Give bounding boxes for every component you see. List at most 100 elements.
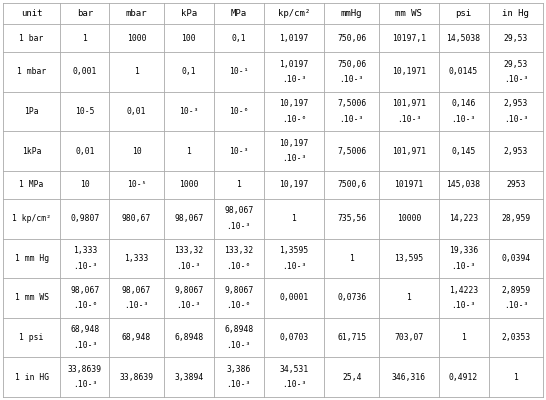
Text: 9,8067: 9,8067 (174, 286, 204, 294)
Text: 1000: 1000 (127, 34, 146, 42)
Text: 1: 1 (349, 254, 354, 263)
Text: 0,0001: 0,0001 (280, 294, 308, 302)
Text: 1: 1 (461, 333, 466, 342)
Text: in Hg: in Hg (502, 9, 529, 18)
Text: 10,197: 10,197 (280, 99, 308, 108)
Text: 3,3894: 3,3894 (174, 372, 204, 382)
Text: .10-³: .10-³ (452, 301, 476, 310)
Text: 0,01: 0,01 (75, 146, 94, 156)
Text: .10-³: .10-³ (282, 154, 306, 164)
Text: 0,0394: 0,0394 (501, 254, 531, 263)
Text: 346,316: 346,316 (392, 372, 426, 382)
Text: 1 bar: 1 bar (20, 34, 44, 42)
Text: 703,07: 703,07 (394, 333, 424, 342)
Text: 1: 1 (513, 372, 518, 382)
Text: 2,8959: 2,8959 (501, 286, 531, 294)
Text: 13,595: 13,595 (394, 254, 424, 263)
Text: 10-5: 10-5 (75, 107, 94, 116)
Text: 6,8948: 6,8948 (174, 333, 204, 342)
Text: 10-¹: 10-¹ (229, 68, 248, 76)
Text: 1,0197: 1,0197 (280, 34, 308, 42)
Text: 98,067: 98,067 (224, 206, 253, 216)
Text: 2,953: 2,953 (504, 99, 528, 108)
Text: 0,9807: 0,9807 (70, 214, 99, 223)
Text: 1 mbar: 1 mbar (17, 68, 46, 76)
Text: 0,1: 0,1 (232, 34, 246, 42)
Text: 33,8639: 33,8639 (68, 365, 102, 374)
Text: .10-³: .10-³ (176, 301, 201, 310)
Text: 10197,1: 10197,1 (392, 34, 426, 42)
Text: mmHg: mmHg (341, 9, 363, 18)
Text: .10-³: .10-³ (504, 115, 528, 124)
Text: 10-⁶: 10-⁶ (229, 107, 248, 116)
Text: 1: 1 (406, 294, 411, 302)
Text: .10-³: .10-³ (504, 301, 528, 310)
Text: 133,32: 133,32 (224, 246, 253, 255)
Text: 0,0145: 0,0145 (449, 68, 478, 76)
Text: .10-³: .10-³ (282, 75, 306, 84)
Text: 145,038: 145,038 (447, 180, 480, 190)
Text: 750,06: 750,06 (337, 60, 366, 68)
Text: .10-³: .10-³ (227, 222, 251, 231)
Text: 14,5038: 14,5038 (447, 34, 480, 42)
Text: 9,8067: 9,8067 (224, 286, 253, 294)
Text: 1000: 1000 (179, 180, 199, 190)
Text: 2,0353: 2,0353 (501, 333, 531, 342)
Text: .10-³: .10-³ (282, 262, 306, 271)
Text: 1Pa: 1Pa (25, 107, 39, 116)
Text: 1 psi: 1 psi (20, 333, 44, 342)
Text: 1 in HG: 1 in HG (15, 372, 49, 382)
Text: 10: 10 (80, 180, 90, 190)
Text: 68,948: 68,948 (70, 325, 99, 334)
Text: 7,5006: 7,5006 (337, 99, 366, 108)
Text: .10-³: .10-³ (73, 262, 97, 271)
Text: 101,971: 101,971 (392, 99, 426, 108)
Text: 10,197: 10,197 (280, 180, 308, 190)
Text: 33,8639: 33,8639 (120, 372, 153, 382)
Text: 1: 1 (292, 214, 296, 223)
Text: 1 mm WS: 1 mm WS (15, 294, 49, 302)
Text: 98,067: 98,067 (174, 214, 204, 223)
Text: 1,333: 1,333 (73, 246, 97, 255)
Text: .10-⁶: .10-⁶ (227, 262, 251, 271)
Text: 735,56: 735,56 (337, 214, 366, 223)
Text: mbar: mbar (126, 9, 147, 18)
Text: 1: 1 (236, 180, 241, 190)
Text: MPa: MPa (230, 9, 247, 18)
Text: kp/cm²: kp/cm² (278, 9, 310, 18)
Text: 1: 1 (82, 34, 87, 42)
Text: .10-³: .10-³ (124, 301, 149, 310)
Text: 14,223: 14,223 (449, 214, 478, 223)
Text: 1 MPa: 1 MPa (20, 180, 44, 190)
Text: 29,53: 29,53 (504, 34, 528, 42)
Text: 25,4: 25,4 (342, 372, 361, 382)
Text: 1,3595: 1,3595 (280, 246, 308, 255)
Text: 7,5006: 7,5006 (337, 146, 366, 156)
Text: 10-³: 10-³ (179, 107, 199, 116)
Text: unit: unit (21, 9, 43, 18)
Text: 29,53: 29,53 (504, 60, 528, 68)
Text: .10-³: .10-³ (227, 380, 251, 390)
Text: 1kPa: 1kPa (22, 146, 41, 156)
Text: .10-³: .10-³ (452, 115, 476, 124)
Text: .10-³: .10-³ (452, 262, 476, 271)
Text: 0,01: 0,01 (127, 107, 146, 116)
Text: 1 mm Hg: 1 mm Hg (15, 254, 49, 263)
Text: 34,531: 34,531 (280, 365, 308, 374)
Text: bar: bar (77, 9, 93, 18)
Text: .10-⁶: .10-⁶ (282, 115, 306, 124)
Text: .10-³: .10-³ (73, 341, 97, 350)
Text: 0,1: 0,1 (181, 68, 196, 76)
Text: .10-³: .10-³ (282, 380, 306, 390)
Text: .10-³: .10-³ (176, 262, 201, 271)
Text: 101,971: 101,971 (392, 146, 426, 156)
Text: .10-⁶: .10-⁶ (227, 301, 251, 310)
Text: 10-⁵: 10-⁵ (127, 180, 146, 190)
Text: 1,0197: 1,0197 (280, 60, 308, 68)
Text: 0,146: 0,146 (452, 99, 476, 108)
Text: 10: 10 (132, 146, 141, 156)
Text: 6,8948: 6,8948 (224, 325, 253, 334)
Text: mm WS: mm WS (395, 9, 423, 18)
Text: 10000: 10000 (397, 214, 421, 223)
Text: .10-³: .10-³ (73, 380, 97, 390)
